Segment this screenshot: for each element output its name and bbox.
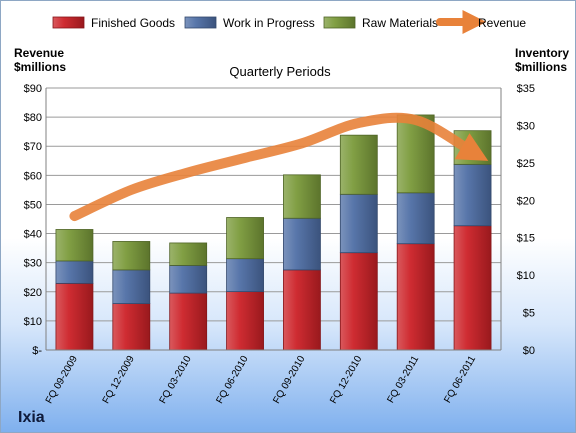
legend-swatch-finished-goods (52, 16, 85, 29)
left-tick-label: $50 (24, 199, 42, 211)
left-tick-label: $30 (24, 258, 42, 270)
x-tick-label: FQ 12-2010 (328, 354, 364, 406)
left-axis-title-line1: Revenue (14, 46, 64, 60)
left-tick-label: $20 (24, 287, 42, 299)
chart-legend: Finished Goods Work in Progress Raw Materi… (52, 10, 526, 34)
bar-finished-goods (112, 303, 151, 351)
legend-label-finished-goods: Finished Goods (91, 16, 175, 30)
x-tick-label: FQ 09-2010 (271, 354, 307, 406)
legend-swatch-raw-materials (323, 16, 356, 29)
legend-swatch-work-in-progress (184, 16, 217, 29)
bar-finished-goods (453, 225, 492, 351)
x-tick-label: FQ 03-2011 (385, 354, 421, 405)
bar-work-in-progress (283, 217, 321, 271)
right-tick-label: $20 (517, 195, 535, 207)
bar-raw-materials (112, 241, 151, 271)
x-tick-label: FQ 06-2010 (214, 354, 250, 406)
bar-finished-goods (396, 243, 435, 351)
bars-group (55, 114, 492, 351)
left-tick-label: $60 (24, 170, 42, 182)
right-tick-label: $0 (523, 345, 535, 357)
bar-finished-goods (226, 291, 264, 351)
bar-finished-goods (55, 282, 94, 351)
right-tick-label: $15 (517, 233, 535, 245)
right-tick-label: $30 (517, 120, 535, 132)
bar-finished-goods (339, 252, 378, 351)
x-tick-label: FQ 06-2011 (442, 354, 478, 405)
left-axis-title-line2: $millions (14, 60, 66, 74)
bar-raw-materials (226, 217, 264, 260)
bar-work-in-progress (169, 265, 208, 294)
left-tick-label: $80 (24, 112, 42, 124)
bar-raw-materials (283, 174, 321, 219)
x-tick-label: FQ 12-2009 (101, 354, 137, 406)
revenue-line-group (69, 112, 489, 222)
legend-label-raw-materials: Raw Materials (362, 16, 438, 30)
left-tick-label: $70 (24, 141, 42, 153)
right-axis-title-line1: Inventory (515, 46, 569, 60)
bar-work-in-progress (339, 193, 378, 254)
x-tick-label: FQ 09-2009 (44, 354, 80, 406)
x-tick-label: FQ 03-2010 (158, 354, 194, 406)
left-tick-label: $- (32, 345, 42, 357)
bar-work-in-progress (396, 192, 435, 245)
chart-title: Quarterly Periods (229, 64, 331, 79)
bar-work-in-progress (55, 260, 94, 284)
revenue-line (69, 112, 489, 222)
right-tick-label: $10 (517, 270, 535, 282)
bar-raw-materials (339, 134, 378, 195)
legend-label-work-in-progress: Work in Progress (223, 16, 315, 30)
bar-finished-goods (283, 269, 321, 351)
bar-raw-materials (55, 229, 94, 262)
right-tick-label: $5 (523, 308, 535, 320)
left-tick-label: $10 (24, 316, 42, 328)
right-axis-title-line2: $millions (515, 60, 567, 74)
left-tick-label: $40 (24, 229, 42, 241)
right-tick-label: $25 (517, 158, 535, 170)
bar-work-in-progress (226, 258, 264, 293)
company-name: Ixia (18, 409, 45, 426)
bar-work-in-progress (112, 269, 151, 304)
bar-raw-materials (169, 242, 208, 266)
bar-finished-goods (169, 292, 208, 351)
bar-work-in-progress (453, 163, 492, 227)
left-tick-label: $90 (24, 83, 42, 95)
right-tick-label: $35 (517, 83, 535, 95)
legend-label-revenue: Revenue (478, 16, 526, 30)
